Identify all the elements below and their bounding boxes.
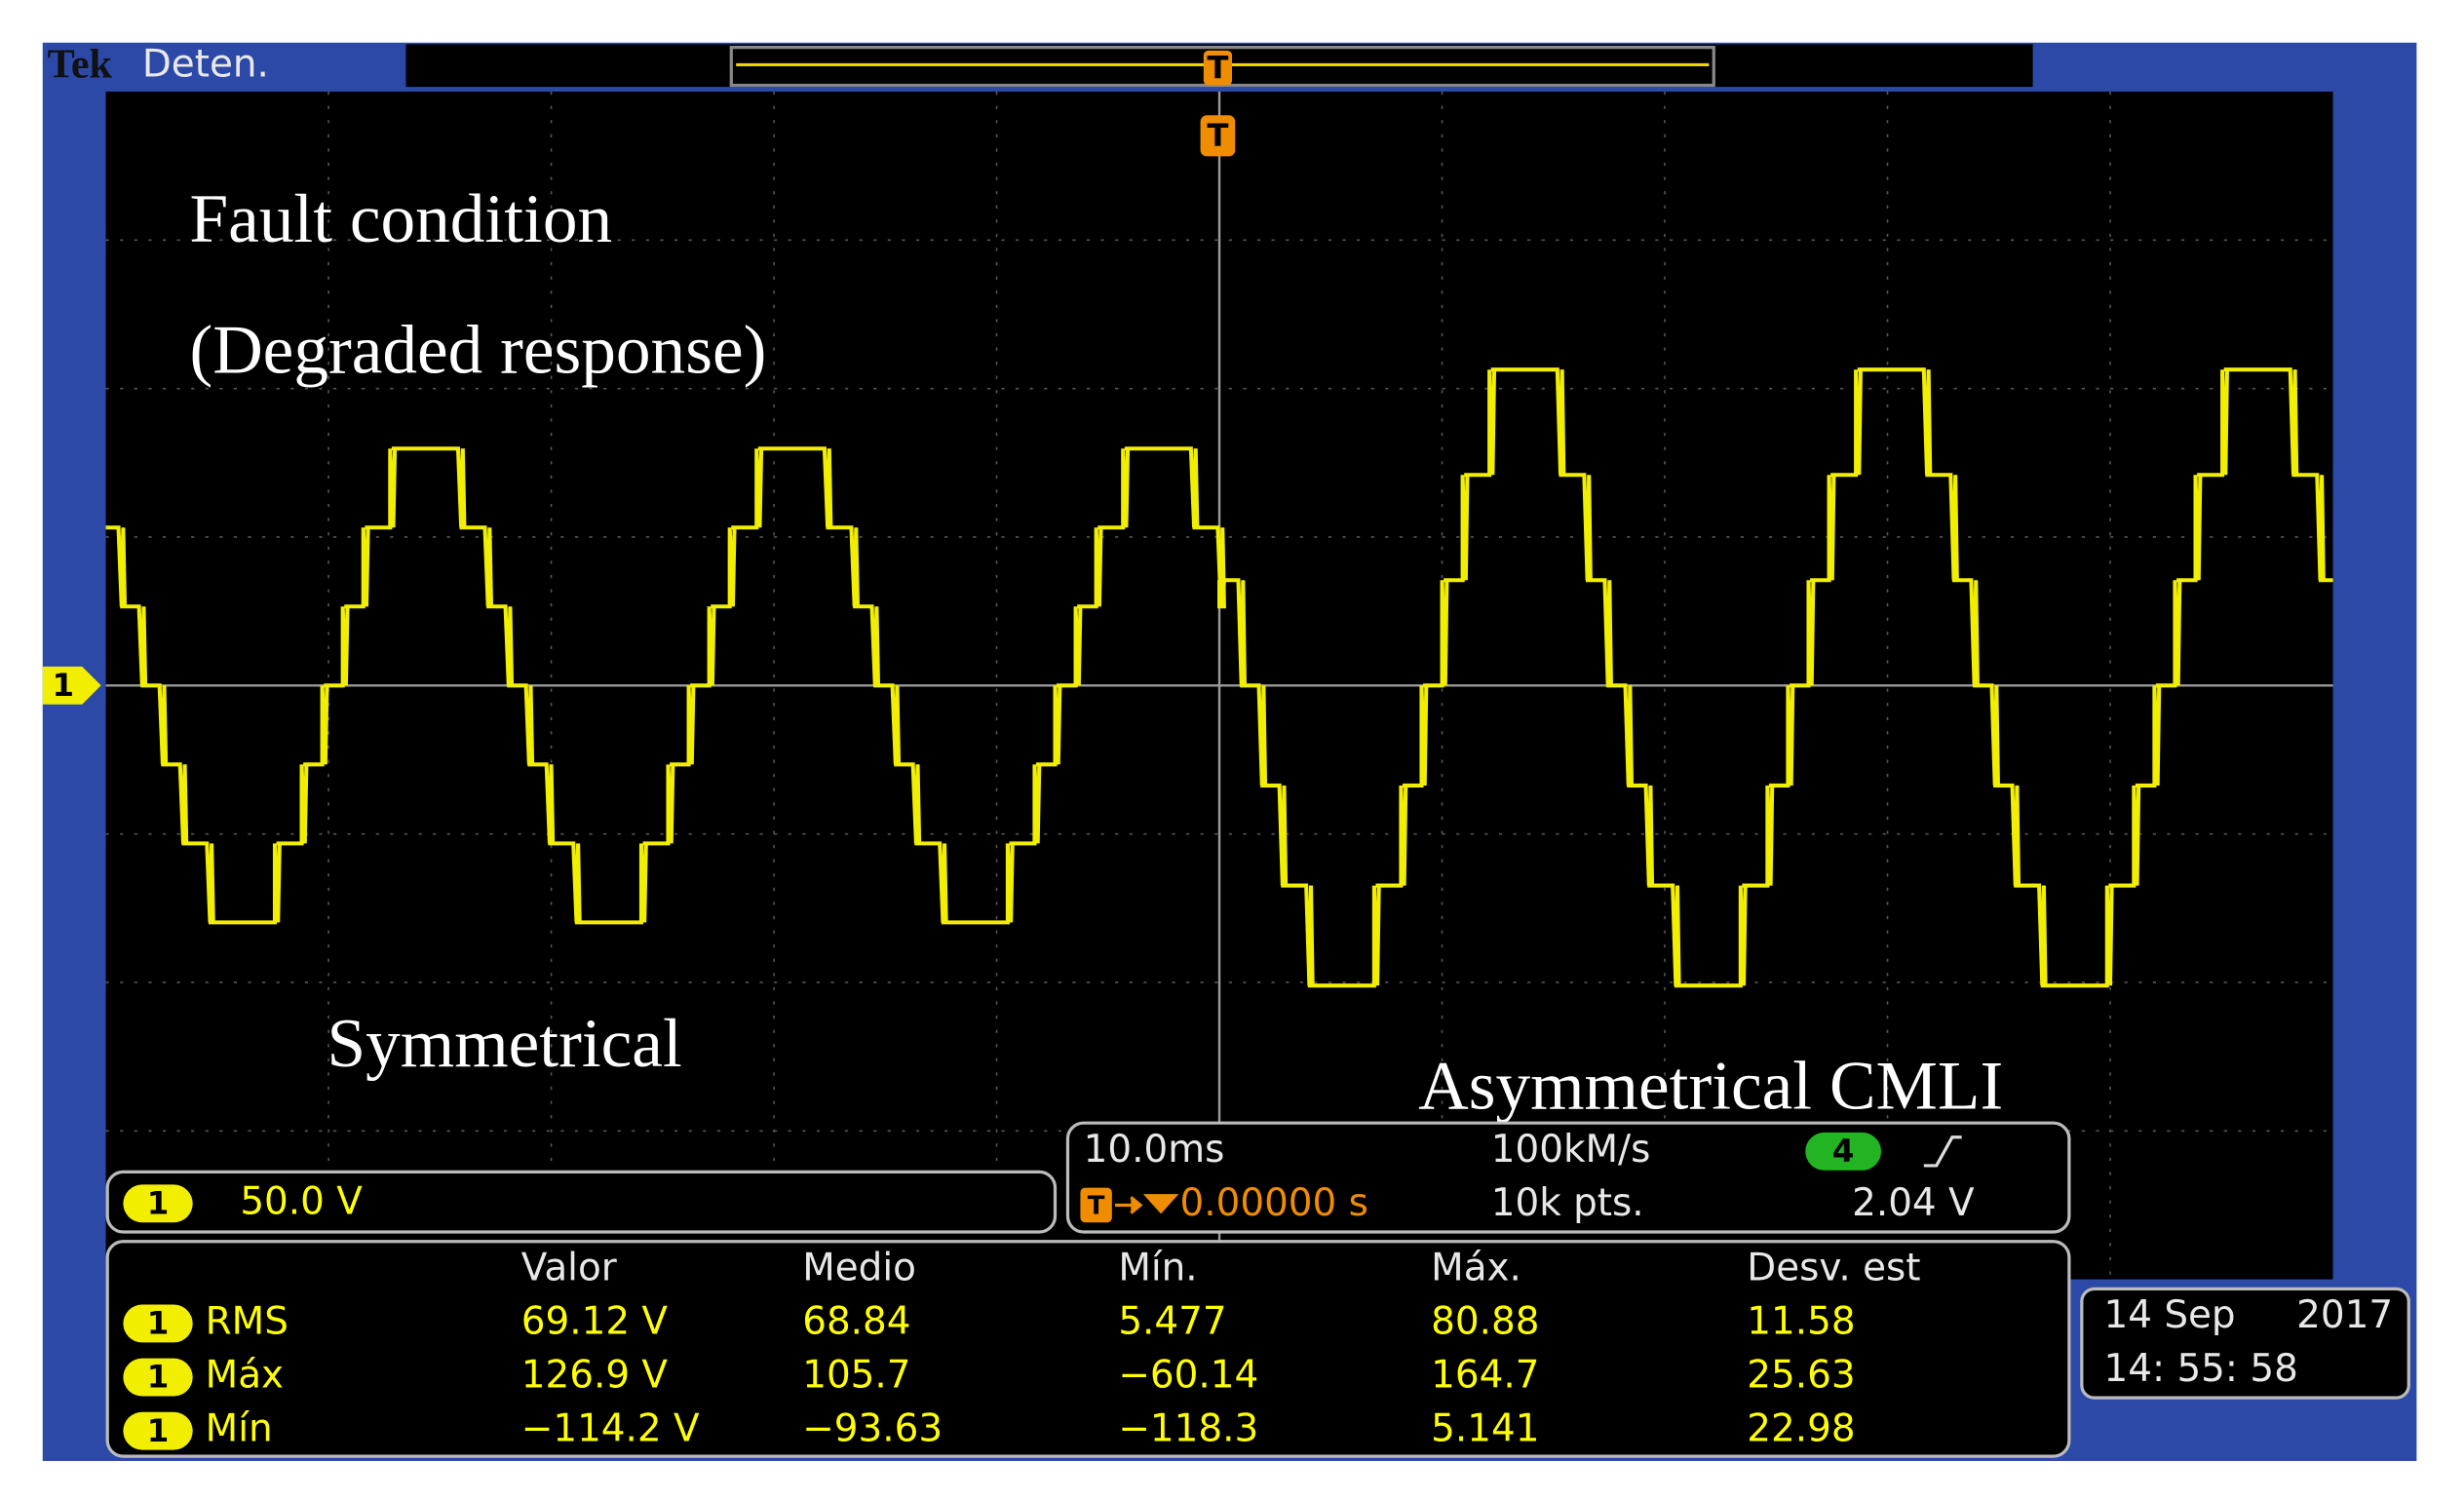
- channel-scale: 50.0 V: [240, 1179, 363, 1223]
- trigger-icon: [1080, 1187, 1112, 1223]
- trigger-source-badge: [1805, 1132, 1882, 1171]
- annotation: Fault condition: [189, 180, 612, 257]
- run-status: Deten.: [142, 43, 269, 87]
- trigger-icon-label: T: [1088, 1192, 1105, 1221]
- measurement-value: −93.63: [802, 1407, 943, 1451]
- record-length: 10k pts.: [1491, 1181, 1644, 1225]
- measurement-value: 5.477: [1118, 1299, 1226, 1343]
- measurement-value: −60.14: [1118, 1354, 1258, 1398]
- channel-marker: [42, 666, 101, 705]
- measurement-value: 11.58: [1747, 1299, 1855, 1343]
- measurement-value: −114.2 V: [521, 1407, 700, 1451]
- measurement-box: [105, 1240, 2071, 1458]
- channel-scale-box: [105, 1170, 1058, 1234]
- grid: [105, 91, 2333, 1280]
- measurement-value: 68.84: [802, 1299, 910, 1343]
- channel-marker-label: 1: [53, 667, 75, 704]
- trigger-marker-label: T: [1207, 49, 1228, 86]
- measurement-value: 126.9 V: [521, 1354, 669, 1398]
- trigger-marker-label: T: [1207, 117, 1228, 154]
- column-header: Máx.: [1431, 1246, 1521, 1289]
- date: 14 Sep: [2104, 1293, 2236, 1337]
- column-header: Valor: [521, 1246, 617, 1289]
- annotation: Asymmetrical CMLI: [1418, 1048, 2003, 1125]
- measurement-value: 80.88: [1431, 1299, 1539, 1343]
- measurement-table: Valor Medio Mín. Máx. Desv. est 1 RMS 69.12 V 68…: [123, 1246, 1921, 1451]
- year: 2017: [2296, 1293, 2393, 1337]
- channel-badge-label: 1: [147, 1184, 170, 1221]
- column-header: Mín.: [1118, 1246, 1197, 1289]
- trigger-level: 2.04 V: [1852, 1181, 1975, 1225]
- time: 14: 55: 58: [2104, 1347, 2298, 1391]
- brand: Tek: [48, 41, 113, 87]
- timebase: 10.0ms: [1084, 1128, 1225, 1172]
- trigger-arrow: [1115, 1194, 1179, 1214]
- column-header: Desv. est: [1747, 1246, 1920, 1289]
- measurement-value: 22.98: [1747, 1407, 1855, 1451]
- channel-badge: [123, 1411, 193, 1450]
- trigger-slope: [1923, 1135, 1962, 1168]
- measurement-value: 5.141: [1431, 1407, 1539, 1451]
- channel-badge: [123, 1304, 193, 1343]
- measurement-value: 25.63: [1747, 1354, 1855, 1398]
- trigger-marker: [1200, 115, 1236, 157]
- measurement-value: 69.12 V: [521, 1299, 669, 1343]
- trigger-source: 4: [1832, 1133, 1855, 1170]
- measurement-name: Mín: [206, 1407, 273, 1451]
- measurement-name: Máx: [206, 1354, 284, 1398]
- measurement-value: 105.7: [802, 1354, 910, 1398]
- waveform: [105, 367, 2333, 988]
- channel-badge: [123, 1358, 193, 1397]
- timestamp-box: [2080, 1287, 2410, 1400]
- sample-rate: 100kM/s: [1491, 1128, 1651, 1172]
- trigger-position: 0.00000 s: [1180, 1181, 1368, 1225]
- channel-badge-label: 1: [147, 1412, 170, 1449]
- annotation: (Degraded response): [189, 312, 766, 389]
- annotation: Symmetrical: [327, 1005, 681, 1082]
- measurement-name: RMS: [206, 1299, 289, 1343]
- measurement-value: −118.3: [1118, 1407, 1258, 1451]
- channel-badge-label: 1: [147, 1305, 170, 1342]
- column-header: Medio: [802, 1246, 916, 1289]
- channel-badge: [123, 1184, 193, 1223]
- channel-badge-label: 1: [147, 1359, 170, 1396]
- measurement-value: 164.7: [1431, 1354, 1539, 1398]
- trigger-marker-top: [1203, 50, 1232, 86]
